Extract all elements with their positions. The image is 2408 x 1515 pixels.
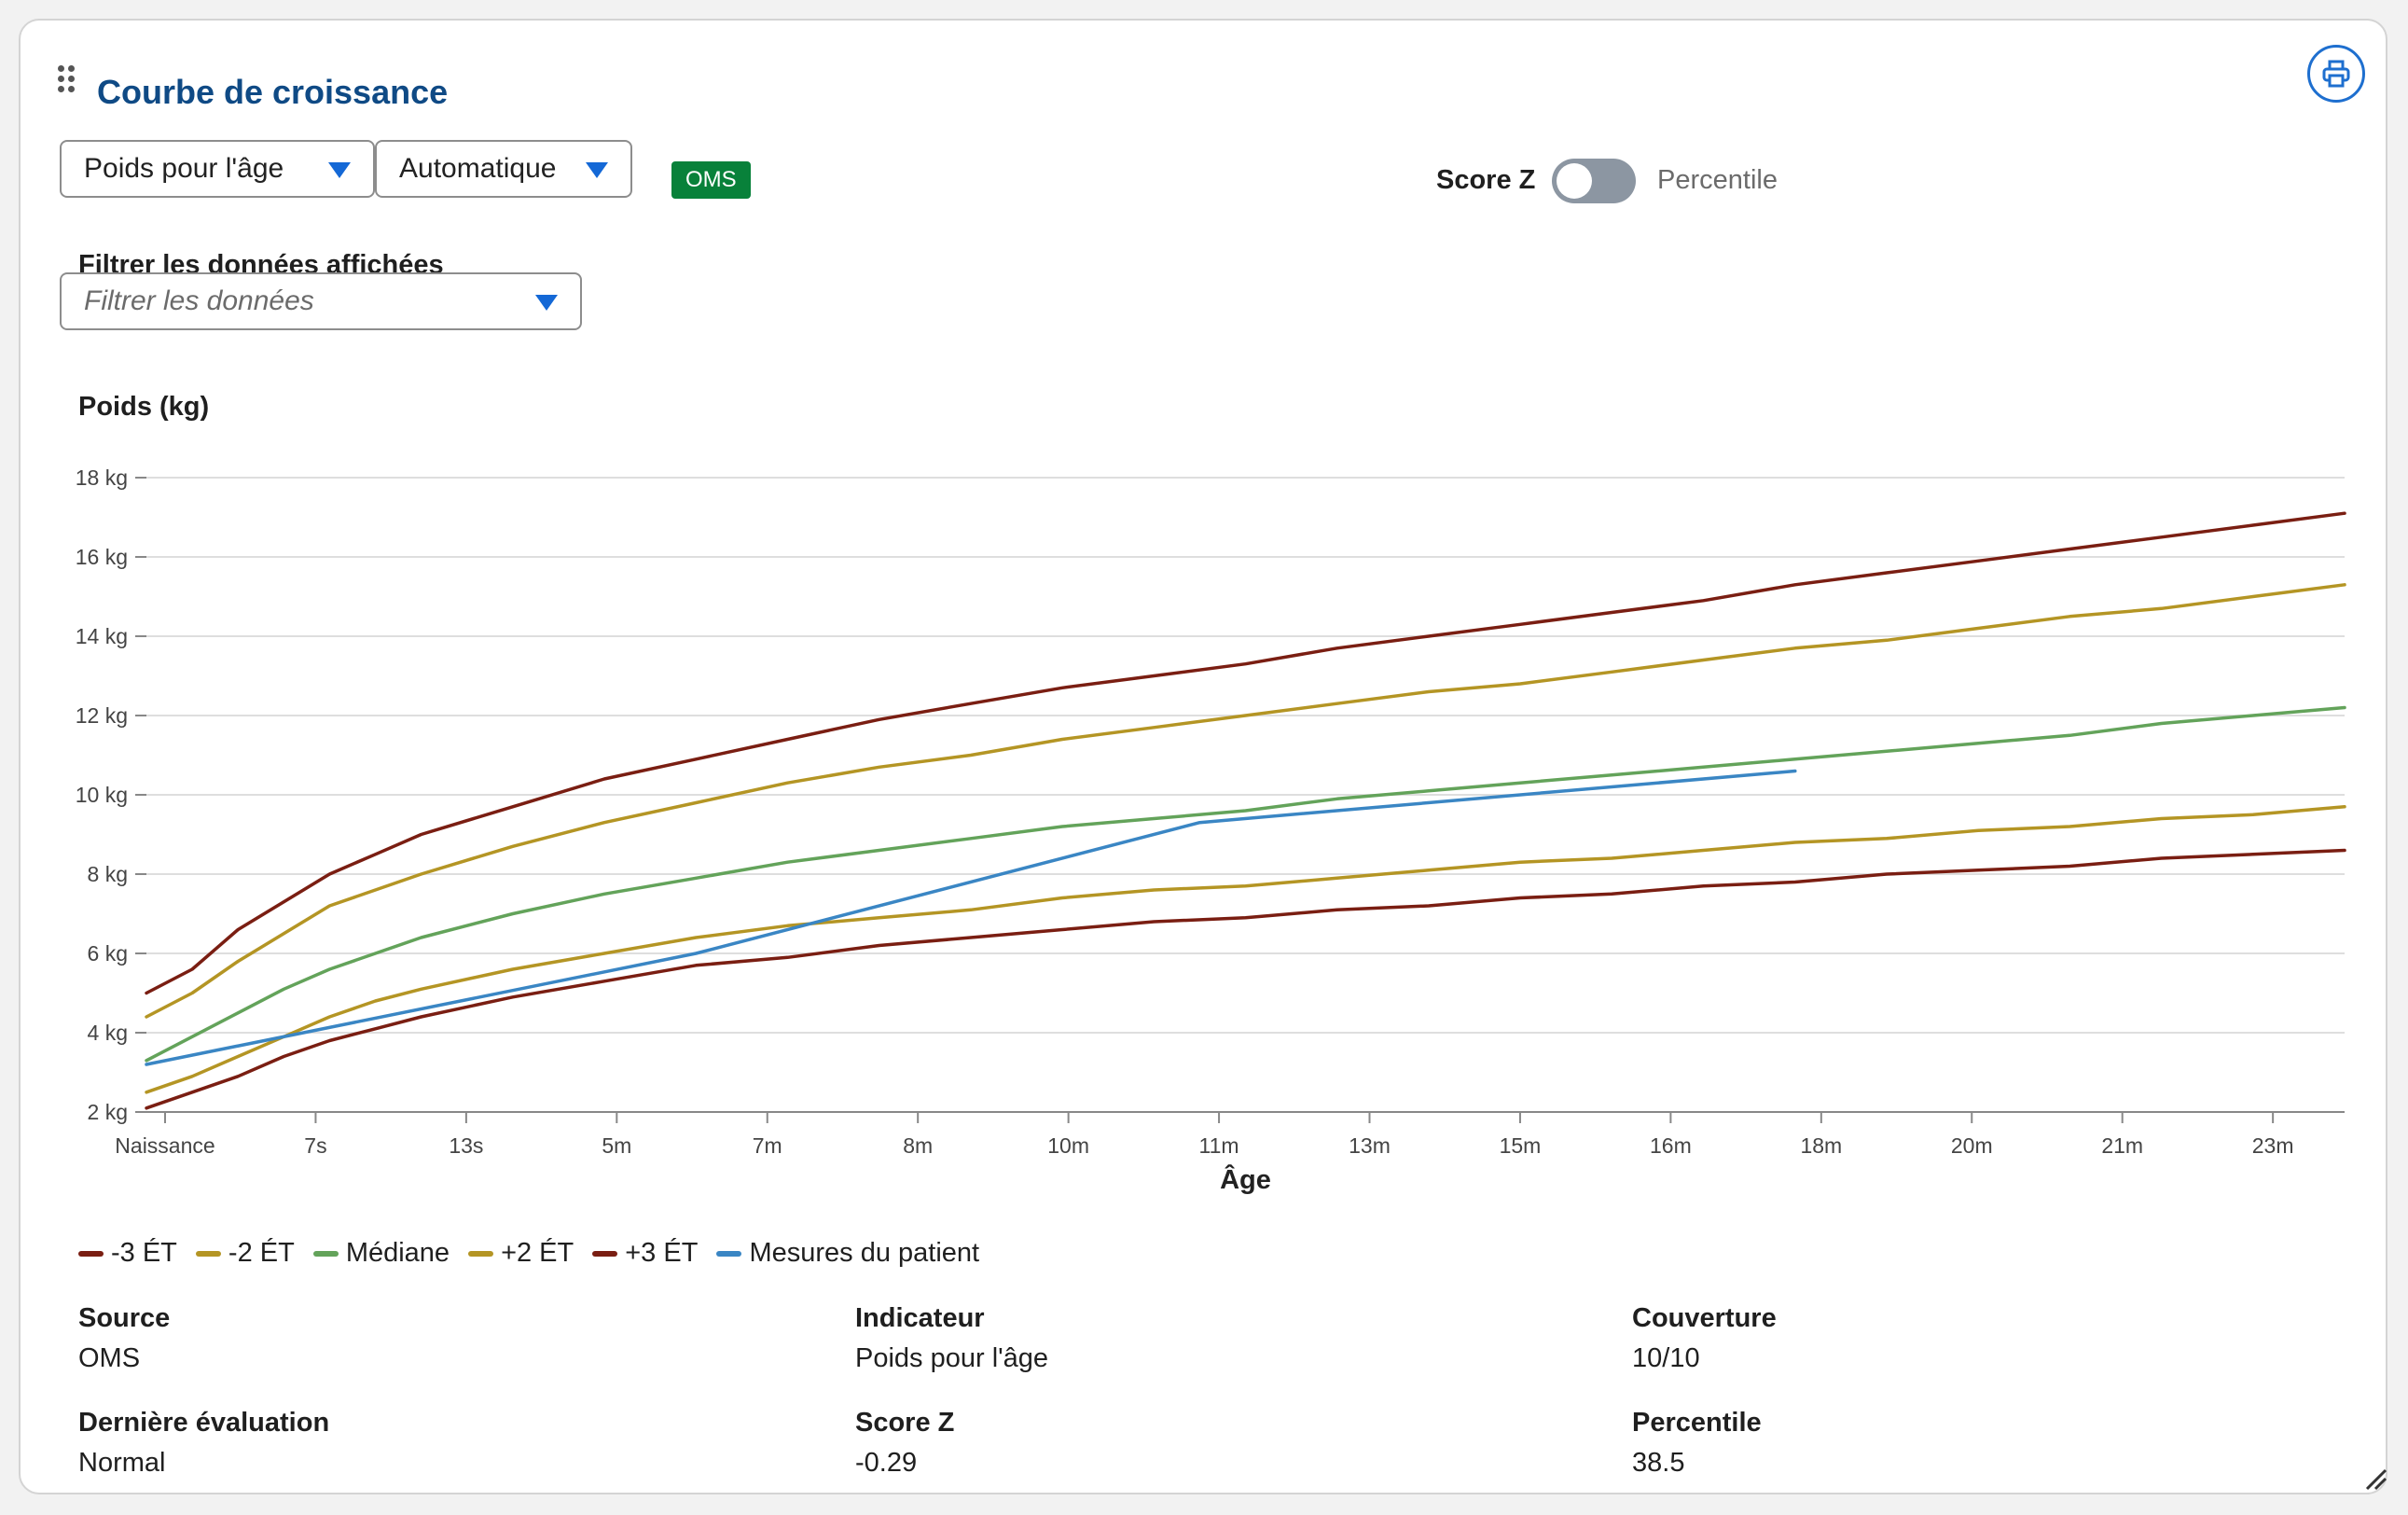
stat-label: Dernière évaluation — [78, 1408, 330, 1438]
stat-value: OMS — [78, 1343, 141, 1373]
x-tick-label: 13s — [449, 1133, 483, 1158]
x-tick-label: 10m — [1047, 1133, 1089, 1158]
mode-select-value: Automatique — [399, 153, 557, 184]
legend-label: Médiane — [345, 1238, 450, 1268]
legend-label: +2 ÉT — [501, 1238, 574, 1268]
x-tick-label: 18m — [1800, 1133, 1842, 1158]
x-tick-label: 15m — [1500, 1133, 1542, 1158]
score-z-label: Score Z — [1436, 165, 1536, 195]
resize-handle-icon[interactable] — [2361, 1465, 2387, 1491]
x-tick-label: 13m — [1349, 1133, 1391, 1158]
legend-item[interactable]: Médiane — [312, 1238, 450, 1269]
y-axis-title: Poids (kg) — [78, 392, 210, 422]
x-tick-label: 23m — [2252, 1133, 2294, 1158]
y-tick-label: 10 kg — [76, 783, 128, 807]
growth-chart-card: Courbe de croissance Poids pour l'âge Au… — [19, 19, 2387, 1494]
filter-select[interactable]: Filtrer les données — [60, 272, 582, 330]
y-tick-label: 12 kg — [76, 703, 128, 728]
y-tick-label: 6 kg — [88, 941, 128, 966]
x-tick-label: 11m — [1199, 1133, 1239, 1158]
toggle-knob — [1557, 163, 1592, 199]
x-tick-label: 7s — [304, 1133, 326, 1158]
percentile-label: Percentile — [1657, 165, 1778, 195]
legend-item[interactable]: +3 ÉT — [592, 1238, 698, 1269]
legend-item[interactable]: +2 ÉT — [468, 1238, 574, 1269]
series-line-2 — [145, 805, 2346, 1094]
stat-label: Indicateur — [855, 1303, 985, 1333]
stat-label: Couverture — [1632, 1303, 1777, 1333]
growth-chart: 2 kg 4 kg 6 kg 8 kg 10 kg 12 kg 14 kg 16 kg 18 k… — [76, 466, 2346, 1195]
print-button[interactable] — [2307, 45, 2365, 103]
legend-label: Mesures du patient — [749, 1238, 980, 1268]
stat-value: -0.29 — [855, 1448, 918, 1478]
indicator-select[interactable]: Poids pour l'âge — [60, 140, 375, 198]
y-tick-label: 8 kg — [88, 862, 128, 886]
y-tick-label: 18 kg — [76, 466, 128, 490]
indicator-select-value: Poids pour l'âge — [84, 153, 284, 184]
series-line-1 — [145, 848, 2346, 1110]
x-tick-label: 5m — [602, 1133, 631, 1158]
series-line-3 — [145, 705, 2346, 1063]
x-tick-label: Naissance — [115, 1133, 215, 1158]
zscore-percentile-toggle[interactable] — [1552, 159, 1636, 203]
y-tick-label: 16 kg — [76, 545, 128, 569]
x-tick-label: 7m — [753, 1133, 782, 1158]
legend-item[interactable]: -3 ÉT — [78, 1238, 177, 1269]
mode-select[interactable]: Automatique — [375, 140, 632, 198]
legend-label: +3 ÉT — [625, 1238, 699, 1268]
printer-icon — [2322, 60, 2350, 88]
stat-label: Percentile — [1632, 1408, 1762, 1438]
stat-value: 10/10 — [1632, 1343, 1700, 1373]
x-axis-title: Âge — [1220, 1163, 1271, 1195]
y-tick-label: 4 kg — [88, 1021, 128, 1045]
chevron-down-icon — [586, 162, 608, 178]
chevron-down-icon — [535, 295, 558, 311]
source-badge: OMS — [671, 161, 751, 199]
drag-handle-icon[interactable] — [58, 65, 76, 93]
stat-coverage: Couverture 10/10 — [1632, 1303, 1777, 1374]
series-line-5 — [145, 511, 2346, 995]
legend-label: -2 ÉT — [228, 1238, 295, 1268]
stat-percentile: Percentile 38.5 — [1632, 1408, 1762, 1479]
series-line-6 — [145, 769, 1797, 1066]
chevron-down-icon — [328, 162, 351, 178]
legend-item[interactable]: Mesures du patient — [716, 1238, 979, 1269]
x-tick-label: 16m — [1650, 1133, 1692, 1158]
filter-placeholder: Filtrer les données — [84, 285, 314, 316]
stat-zscore: Score Z -0.29 — [855, 1408, 954, 1479]
stat-value: 38.5 — [1632, 1448, 1685, 1478]
stat-value: Normal — [78, 1448, 166, 1478]
stat-source: Source OMS — [78, 1303, 170, 1374]
chart-legend: -3 ÉT -2 ÉT Médiane +2 ÉT +3 ÉT Mesures … — [78, 1238, 979, 1269]
legend-item[interactable]: -2 ÉT — [195, 1238, 295, 1269]
stat-label: Score Z — [855, 1408, 955, 1438]
x-tick-label: 21m — [2101, 1133, 2143, 1158]
x-tick-label: 8m — [903, 1133, 933, 1158]
stat-value: Poids pour l'âge — [855, 1343, 1049, 1373]
stat-indicator: Indicateur Poids pour l'âge — [855, 1303, 1048, 1374]
stat-label: Source — [78, 1303, 171, 1333]
y-tick-label: 2 kg — [88, 1100, 128, 1124]
y-tick-label: 14 kg — [76, 624, 128, 648]
series-line-4 — [145, 583, 2346, 1019]
legend-label: -3 ÉT — [111, 1238, 177, 1268]
stat-last-evaluation: Dernière évaluation Normal — [78, 1408, 329, 1479]
x-tick-label: 20m — [1951, 1133, 1993, 1158]
card-title: Courbe de croissance — [97, 73, 449, 111]
